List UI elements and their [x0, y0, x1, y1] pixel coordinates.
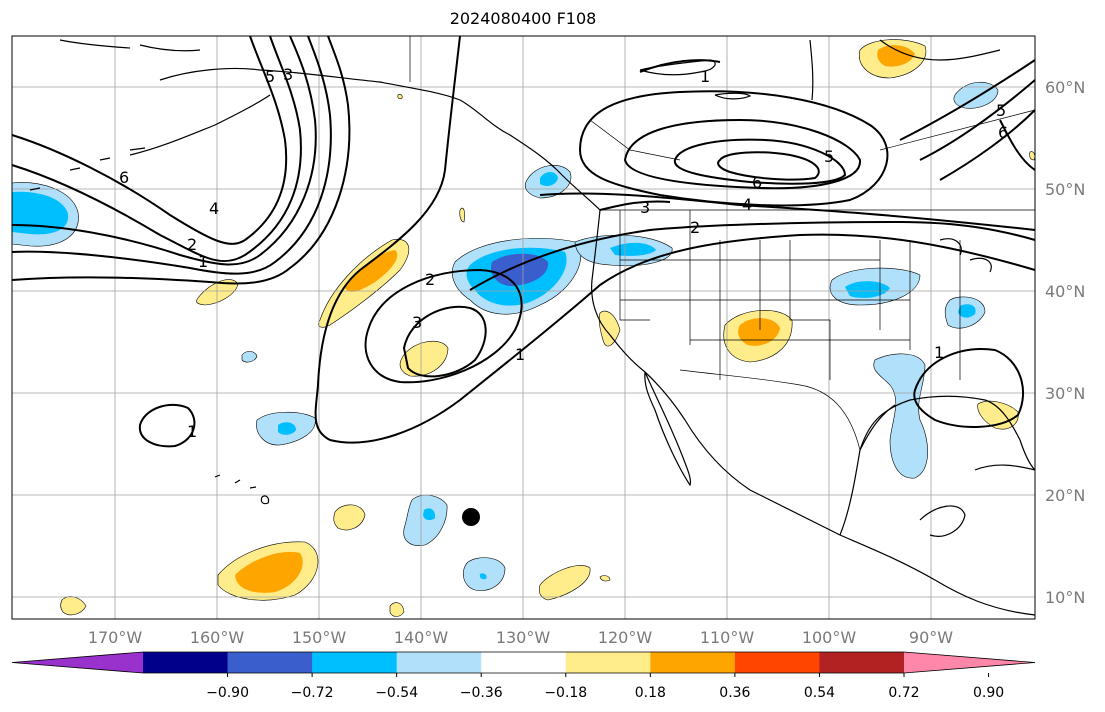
black-dot-marker	[462, 508, 480, 526]
colorbar-extend-high	[904, 652, 1035, 673]
lat-label: 50°N	[1045, 180, 1085, 199]
political-borders	[409, 36, 1036, 451]
colorbar-tick-label: −0.18	[544, 685, 587, 701]
contour-labels: 6 4 2 1 5 3 2 3 1 1 2 3 4 5 6 6 5 1 1	[119, 65, 1008, 441]
colorbar-tick-label: 0.36	[719, 685, 750, 701]
lon-label: 170°W	[88, 628, 143, 647]
lon-label: 130°W	[496, 628, 551, 647]
lon-label: 110°W	[700, 628, 755, 647]
contour-label: 6	[998, 123, 1008, 142]
colorbar-segment	[734, 652, 820, 673]
lon-label: 90°W	[909, 628, 953, 647]
contour-label: 1	[700, 67, 710, 86]
contour-lines	[11, 35, 1036, 448]
contour-label: 5	[996, 101, 1006, 120]
lat-label: 60°N	[1045, 78, 1085, 97]
colorbar-tick-label: −0.36	[460, 685, 503, 701]
contour-label: 3	[640, 198, 650, 217]
colorbar-segment	[143, 652, 229, 673]
contour-label: 1	[187, 422, 197, 441]
longitude-labels: 170°W 160°W 150°W 140°W 130°W 120°W 110°…	[88, 628, 953, 647]
lat-label: 10°N	[1045, 588, 1085, 607]
contour-label: 2	[187, 235, 197, 254]
colorbar-outline	[11, 651, 1036, 674]
contour-label: 5	[265, 67, 275, 86]
contour-label: 6	[752, 173, 762, 192]
lat-label: 20°N	[1045, 486, 1085, 505]
contour-label: 4	[209, 199, 219, 218]
colorbar-segment	[565, 652, 651, 673]
colorbar-tick-label: 0.18	[635, 685, 666, 701]
contour-label: 2	[425, 270, 435, 289]
contour-label: 1	[934, 343, 944, 362]
colorbar	[11, 651, 1036, 674]
lon-label: 160°W	[190, 628, 245, 647]
contour-label: 3	[283, 65, 293, 84]
colorbar-segment	[312, 652, 398, 673]
map-title: 2024080400 F108	[449, 9, 597, 28]
contour-label: 6	[119, 168, 129, 187]
colorbar-tick-label: 0.54	[804, 685, 835, 701]
colorbar-tick-label: −0.54	[375, 685, 418, 701]
lon-label: 150°W	[292, 628, 347, 647]
colorbar-labels: −0.90 −0.72 −0.54 −0.36 −0.18 0.18 0.36 0.54 0.7…	[206, 673, 1004, 701]
contour-label: 1	[515, 345, 525, 364]
lon-label: 100°W	[802, 628, 857, 647]
colorbar-tick-label: −0.90	[206, 685, 249, 701]
colorbar-segment	[650, 652, 736, 673]
coastlines	[29, 39, 1036, 616]
lon-label: 120°W	[598, 628, 653, 647]
lat-label: 30°N	[1045, 384, 1085, 403]
contour-label: 2	[690, 218, 700, 237]
latitude-labels: 60°N 50°N 40°N 30°N 20°N 10°N	[1045, 78, 1085, 607]
colorbar-segment	[481, 652, 567, 673]
lat-label: 40°N	[1045, 282, 1085, 301]
colorbar-tick-label: −0.72	[291, 685, 334, 701]
contour-label: 3	[412, 313, 422, 332]
map-background	[12, 36, 1035, 619]
contour-label: 4	[742, 195, 752, 214]
colorbar-segment	[819, 652, 905, 673]
colorbar-tick-label: 0.90	[973, 685, 1004, 701]
contour-label: 1	[198, 252, 208, 271]
colorbar-extend-low	[12, 652, 143, 673]
map-frame	[11, 35, 1036, 620]
contour-label: 5	[824, 147, 834, 166]
colorbar-segment	[227, 652, 313, 673]
lon-label: 140°W	[394, 628, 449, 647]
colorbar-segment	[396, 652, 482, 673]
graticule	[12, 36, 1035, 619]
colorbar-tick-label: 0.72	[888, 685, 919, 701]
